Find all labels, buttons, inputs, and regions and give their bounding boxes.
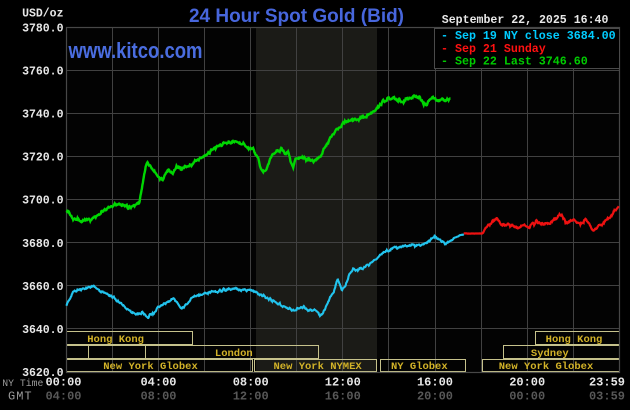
svg-text:04:00: 04:00	[45, 390, 81, 404]
svg-text:Sydney: Sydney	[531, 348, 570, 360]
svg-text:September 22, 2025 16:40: September 22, 2025 16:40	[442, 13, 609, 27]
svg-text:London: London	[215, 348, 253, 360]
svg-text:08:00: 08:00	[233, 376, 269, 390]
svg-text:03:59: 03:59	[589, 390, 625, 404]
svg-text:12:00: 12:00	[233, 390, 269, 404]
svg-text:3740.0: 3740.0	[22, 109, 64, 122]
svg-text:New York Globex: New York Globex	[103, 361, 198, 373]
svg-text:12:00: 12:00	[325, 376, 361, 390]
svg-text:New York Globex: New York Globex	[499, 361, 594, 373]
svg-text:3660.0: 3660.0	[22, 281, 64, 294]
svg-text:00:00: 00:00	[509, 390, 545, 404]
svg-text:16:00: 16:00	[325, 390, 361, 404]
svg-text:Hong Kong: Hong Kong	[87, 334, 144, 346]
svg-text:Hong Kong: Hong Kong	[546, 334, 603, 346]
svg-text:3780.0: 3780.0	[22, 23, 64, 36]
svg-text:- Sep 22 Last 3746.60: - Sep 22 Last 3746.60	[441, 56, 588, 69]
svg-text:00:00: 00:00	[45, 376, 81, 390]
svg-text:3620.0: 3620.0	[22, 367, 64, 380]
svg-text:3700.0: 3700.0	[22, 195, 64, 208]
svg-text:3680.0: 3680.0	[22, 238, 64, 251]
svg-text:23:59: 23:59	[589, 376, 625, 390]
svg-text:20:00: 20:00	[417, 390, 453, 404]
svg-text:USD/oz: USD/oz	[22, 7, 64, 20]
svg-text:16:00: 16:00	[417, 376, 453, 390]
svg-text:- Sep 19 NY close 3684.00: - Sep 19 NY close 3684.00	[441, 30, 616, 43]
svg-text:24 Hour Spot Gold (Bid): 24 Hour Spot Gold (Bid)	[189, 6, 404, 27]
svg-text:3640.0: 3640.0	[22, 324, 64, 337]
svg-text:20:00: 20:00	[509, 376, 545, 390]
svg-text:NY Time: NY Time	[2, 378, 43, 389]
svg-text:www.kitco.com: www.kitco.com	[68, 38, 203, 63]
svg-text:GMT: GMT	[8, 390, 33, 404]
svg-text:NY Globex: NY Globex	[391, 361, 448, 373]
svg-text:08:00: 08:00	[140, 390, 176, 404]
svg-text:3760.0: 3760.0	[22, 66, 64, 79]
svg-text:- Sep 21 Sunday: - Sep 21 Sunday	[441, 43, 546, 56]
svg-text:04:00: 04:00	[140, 376, 176, 390]
svg-text:New York NYMEX: New York NYMEX	[273, 361, 362, 373]
svg-text:3720.0: 3720.0	[22, 152, 64, 165]
